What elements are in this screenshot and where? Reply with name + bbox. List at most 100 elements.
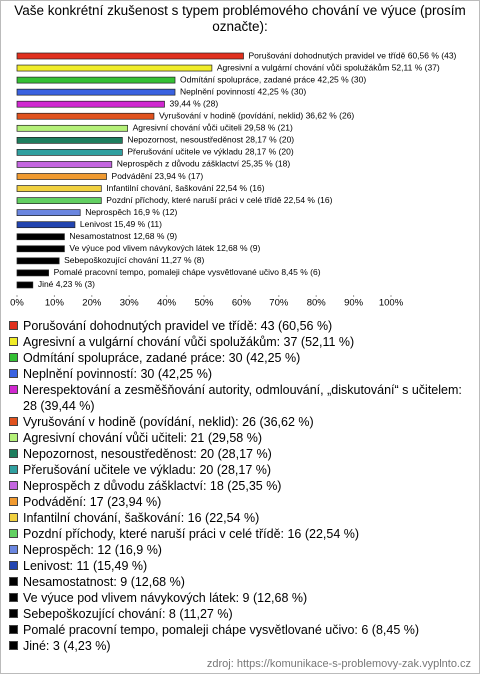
legend-label: Neplnění povinností: 30 (42,25 %)	[23, 367, 213, 381]
legend-swatch	[9, 481, 18, 490]
legend-label: Jiné: 3 (4,23 %)	[23, 639, 111, 653]
legend-label: Porušování dohodnutých pravidel ve třídě…	[23, 319, 333, 333]
bar-label: Pozdní příchody, které naruší práci v ce…	[106, 195, 332, 205]
legend-swatch	[9, 465, 18, 474]
bar	[16, 149, 123, 156]
legend-item: Podvádění: 17 (23,94 %)	[9, 494, 471, 510]
x-tick-label: 30%	[120, 298, 140, 309]
x-tick-label: 20%	[82, 298, 102, 309]
bar-label: 39,44 % (28)	[170, 98, 219, 108]
bar-label: Sebepoškozující chování 11,27 % (8)	[64, 255, 204, 265]
bar-label: Odmítání spolupráce, zadané práce 42,25 …	[180, 74, 366, 84]
legend-item: Infantilní chování, šaškování: 16 (22,54…	[9, 510, 471, 526]
legend-swatch	[9, 545, 18, 554]
bar-label: Agresivní chování vůči učiteli 29,58 % (…	[133, 123, 293, 133]
legend-label: Přerušování učitele ve výkladu: 20 (28,1…	[23, 463, 272, 477]
legend-item: Agresivní chování vůči učiteli: 21 (29,5…	[9, 430, 471, 446]
legend-label: Ve výuce pod vlivem návykových látek: 9 …	[23, 591, 308, 605]
bar-label: Neplnění povinností 42,25 % (30)	[180, 86, 306, 96]
bar	[16, 221, 76, 229]
x-tick-label: 10%	[45, 298, 65, 309]
x-tick-label: 60%	[232, 298, 252, 309]
legend-swatch	[9, 625, 18, 634]
x-tick-label: 70%	[269, 298, 289, 309]
legend-label: Neprospěch z důvodu zášklactví: 18 (25,3…	[23, 479, 282, 493]
legend-label: Nesamostatnost: 9 (12,68 %)	[23, 575, 185, 589]
legend-label: Lenivost: 11 (15,49 %)	[23, 559, 148, 573]
x-tick-label: 80%	[307, 298, 327, 309]
legend-swatch	[9, 369, 18, 378]
legend-label: Odmítání spolupráce, zadané práce: 30 (4…	[23, 351, 301, 365]
bar-label: Jiné 4,23 % (3)	[38, 279, 95, 289]
legend-item: Nepozornost, nesoustředěnost: 20 (28,17 …	[9, 446, 471, 462]
bar-label: Infantilní chování, šaškování 22,54 % (1…	[106, 183, 264, 193]
legend-label: Nepozornost, nesoustředěnost: 20 (28,17 …	[23, 447, 272, 461]
x-tick-label: 0%	[10, 298, 24, 309]
bar	[16, 161, 113, 168]
legend-swatch	[9, 641, 18, 650]
plot: 0% 10% 20% 30% 40% 50% 60% 70% 80% 90% 100% Porušov…	[10, 50, 456, 309]
legend-swatch	[9, 449, 18, 458]
legend-item: Nerespektování a zesměšňování autority, …	[9, 382, 471, 414]
legend-item: Lenivost: 11 (15,49 %)	[9, 558, 471, 574]
bar	[16, 245, 65, 253]
bar	[16, 88, 176, 96]
legend-label: Podvádění: 17 (23,94 %)	[23, 495, 162, 509]
bar	[16, 112, 155, 120]
legend-swatch	[9, 353, 18, 362]
legend-item: Porušování dohodnutých pravidel ve třídě…	[9, 318, 471, 334]
legend-swatch	[9, 433, 18, 442]
legend-swatch	[9, 417, 18, 426]
bar-label: Přerušování učitele ve výkladu 28,17 % (…	[127, 147, 293, 157]
bar-label: Nepozornost, nesoustředěnost 28,17 % (20…	[127, 135, 294, 145]
legend-label: Nerespektování a zesměšňování autority, …	[23, 383, 462, 413]
legend-label: Sebepoškozující chování: 8 (11,27 %)	[23, 607, 233, 621]
legend-item: Nesamostatnost: 9 (12,68 %)	[9, 574, 471, 590]
bar	[16, 100, 165, 108]
legend-swatch	[9, 513, 18, 522]
x-tick-label: 40%	[157, 298, 177, 309]
legend-item: Agresivní a vulgární chování vůči spoluž…	[9, 334, 471, 350]
chart-title: Vaše konkrétní zkušenost s typem problém…	[14, 3, 466, 34]
legend-label: Vyrušování v hodině (povídání, neklid): …	[23, 415, 314, 429]
legend: Porušování dohodnutých pravidel ve třídě…	[9, 318, 471, 654]
legend-label: Infantilní chování, šaškování: 16 (22,54…	[23, 511, 260, 525]
legend-swatch	[9, 561, 18, 570]
legend-item: Pomalé pracovní tempo, pomaleji chápe vy…	[9, 622, 471, 638]
x-tick-label: 90%	[344, 298, 364, 309]
legend-swatch	[9, 529, 18, 538]
legend-item: Vyrušování v hodině (povídání, neklid): …	[9, 414, 471, 430]
bar-label: Ve výuce pod vlivem návykových látek 12,…	[69, 243, 260, 253]
legend-item: Ve výuce pod vlivem návykových látek: 9 …	[9, 590, 471, 606]
legend-item: Sebepoškozující chování: 8 (11,27 %)	[9, 606, 471, 622]
legend-swatch	[9, 593, 18, 602]
legend-label: Agresivní chování vůči učiteli: 21 (29,5…	[23, 431, 263, 445]
bar-label: Lenivost 15,49 % (11)	[80, 219, 162, 229]
legend-label: Pozdní příchody, které naruší práci v ce…	[23, 527, 360, 541]
legend-item: Odmítání spolupráce, zadané práce: 30 (4…	[9, 350, 471, 366]
source: zdroj: https://komunikace-s-problemovy-z…	[206, 658, 471, 670]
legend-swatch	[9, 321, 18, 330]
bar	[16, 269, 49, 277]
bar	[16, 52, 244, 60]
bar	[16, 124, 128, 132]
bar-label: Porušování dohodnutých pravidel ve třídě…	[248, 50, 456, 60]
legend-item: Neprospěch z důvodu zášklactví: 18 (25,3…	[9, 478, 471, 494]
x-tick-label: 100%	[379, 298, 404, 309]
legend-item: Neprospěch: 12 (16,9 %)	[9, 542, 471, 558]
bar	[16, 257, 60, 265]
bar-label: Agresivní a vulgární chování vůči spoluž…	[217, 62, 440, 72]
legend-swatch	[9, 385, 18, 394]
bar	[16, 209, 81, 216]
bar-label: Nesamostatnost 12,68 % (9)	[69, 231, 177, 241]
legend-item: Neplnění povinností: 30 (42,25 %)	[9, 366, 471, 382]
bar	[16, 281, 34, 289]
bar	[16, 64, 213, 72]
bar	[16, 233, 65, 241]
legend-label: Neprospěch: 12 (16,9 %)	[23, 543, 162, 557]
bar	[16, 136, 123, 144]
x-tick-label: 50%	[194, 298, 214, 309]
legend-swatch	[9, 577, 18, 586]
legend-label: Pomalé pracovní tempo, pomaleji chápe vy…	[23, 623, 420, 637]
